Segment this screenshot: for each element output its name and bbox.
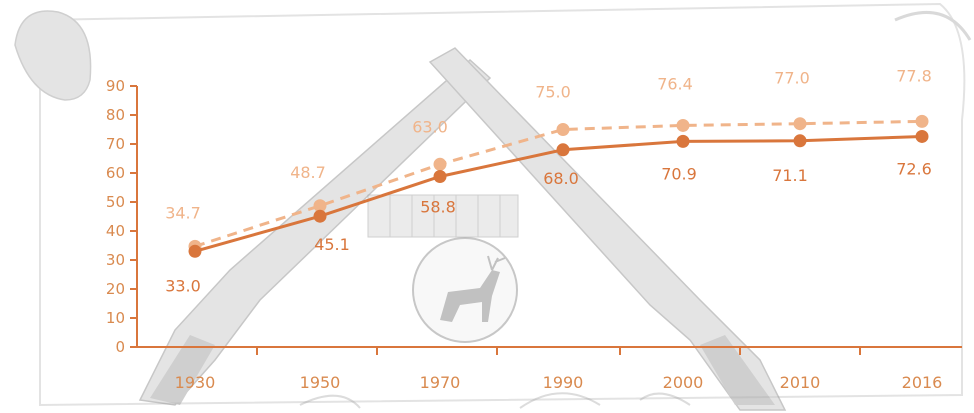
data-point bbox=[556, 143, 570, 157]
y-tick-label: 20 bbox=[106, 280, 125, 298]
data-label: 72.6 bbox=[896, 159, 932, 178]
y-tick-label: 60 bbox=[106, 164, 125, 182]
x-tick-label: 1990 bbox=[543, 373, 584, 392]
data-label: 77.8 bbox=[896, 66, 932, 85]
x-tick-label: 1950 bbox=[300, 373, 341, 392]
y-tick-label: 70 bbox=[106, 135, 125, 153]
y-tick-label: 40 bbox=[106, 222, 125, 240]
data-point bbox=[433, 157, 447, 171]
y-tick-label: 80 bbox=[106, 106, 125, 124]
y-tick-label: 90 bbox=[106, 77, 125, 95]
data-label: 33.0 bbox=[165, 276, 201, 295]
data-point bbox=[915, 129, 929, 143]
y-tick-label: 0 bbox=[115, 338, 125, 356]
crossed-rifles-icon bbox=[138, 47, 787, 411]
data-label: 58.8 bbox=[420, 197, 456, 216]
x-tick-label: 1930 bbox=[175, 373, 216, 392]
data-point bbox=[676, 134, 690, 148]
data-label: 63.0 bbox=[412, 117, 448, 136]
data-label: 75.0 bbox=[535, 83, 571, 102]
y-axis-ticks: 0 10 20 30 40 50 60 70 80 90 bbox=[106, 77, 137, 356]
data-point bbox=[793, 117, 807, 131]
data-point bbox=[915, 114, 929, 128]
data-label: 76.4 bbox=[657, 74, 693, 93]
data-point bbox=[188, 244, 202, 258]
data-label: 71.1 bbox=[772, 166, 808, 185]
data-point bbox=[433, 169, 447, 183]
data-point bbox=[676, 118, 690, 132]
data-point bbox=[313, 209, 327, 223]
data-label: 68.0 bbox=[543, 169, 579, 188]
data-label: 48.7 bbox=[290, 163, 326, 182]
series-layer: 34.7 48.7 63.0 75.0 76.4 77.0 77.8 33.0 45.1 58.8… bbox=[165, 66, 932, 295]
deer-emblem-icon bbox=[412, 237, 518, 343]
data-label: 77.0 bbox=[774, 69, 810, 88]
x-tick-label: 2010 bbox=[780, 373, 821, 392]
decorative-script-icon bbox=[299, 392, 691, 409]
data-label: 45.1 bbox=[314, 235, 350, 254]
x-axis-ticks: 1930 1950 1970 1990 2000 2010 2016 bbox=[175, 347, 943, 392]
x-tick-label: 1970 bbox=[420, 373, 461, 392]
data-label: 34.7 bbox=[165, 203, 201, 222]
data-label: 70.9 bbox=[661, 164, 697, 183]
y-tick-label: 30 bbox=[106, 251, 125, 269]
y-tick-label: 50 bbox=[106, 193, 125, 211]
data-point bbox=[793, 134, 807, 148]
y-tick-label: 10 bbox=[106, 309, 125, 327]
cartridges-icon bbox=[367, 194, 519, 238]
data-point bbox=[556, 123, 570, 136]
x-tick-label: 2000 bbox=[663, 373, 704, 392]
x-tick-label: 2016 bbox=[902, 373, 943, 392]
data-point bbox=[313, 199, 327, 213]
